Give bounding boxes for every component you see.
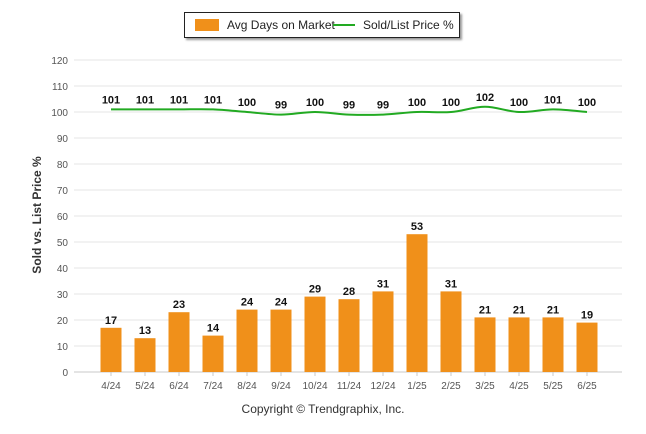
y-tick-label: 70 (57, 186, 69, 197)
y-tick-label: 110 (52, 82, 68, 93)
x-axis: 4/24 5/24 6/24 7/24 8/24 9/24 10/24 11/24 12/24 1… (101, 372, 597, 392)
line-value-label: 101 (170, 94, 188, 106)
y-tick-label: 20 (57, 316, 69, 327)
y-tick-label: 120 (51, 56, 68, 67)
copyright-footer: Copyright © Trendgraphix, Inc. (241, 402, 405, 416)
legend-item-price[interactable]: Sold/List Price % (333, 13, 454, 37)
line-value-label: 101 (204, 94, 222, 106)
line-value-label: 99 (377, 100, 389, 112)
grid-lines (74, 59, 622, 373)
x-tick-label: 6/25 (577, 381, 597, 392)
y-tick-label: 90 (57, 134, 69, 145)
bar-value-label: 24 (241, 297, 254, 309)
y-tick-label: 100 (51, 108, 68, 119)
legend-line-label: Sold/List Price % (363, 18, 454, 32)
y-axis-title: Sold vs. List Price % (30, 156, 44, 274)
line-value-label: 100 (442, 97, 460, 109)
bar (372, 291, 394, 372)
bar-series (100, 234, 598, 372)
y-tick-label: 60 (57, 212, 69, 223)
legend-line-swatch (333, 24, 355, 26)
bar-value-label: 53 (411, 221, 423, 233)
bar-value-label: 23 (173, 299, 185, 311)
bar (440, 291, 462, 372)
line-value-label: 100 (408, 97, 426, 109)
legend: Avg Days on Market Sold/List Price % (184, 12, 460, 38)
bar-value-label: 28 (343, 286, 355, 298)
line-value-label: 101 (544, 94, 562, 106)
bar-value-label: 19 (581, 310, 593, 322)
x-tick-label: 3/25 (475, 381, 495, 392)
bar (134, 338, 156, 372)
line-value-label: 100 (306, 97, 324, 109)
y-tick-label: 0 (62, 368, 68, 379)
y-tick-label: 40 (57, 264, 69, 275)
x-tick-label: 9/24 (271, 381, 291, 392)
x-tick-label: 1/25 (407, 381, 427, 392)
x-tick-label: 4/25 (509, 381, 529, 392)
bar-data-labels: 17 13 23 14 24 24 29 28 31 53 31 21 21 21 19 (105, 221, 593, 337)
bar-value-label: 21 (479, 304, 491, 316)
bar (236, 309, 258, 372)
bar (168, 312, 190, 372)
line-value-label: 101 (102, 94, 120, 106)
line-data-labels: 101 101 101 101 100 99 100 99 99 100 100 102 100 101 1… (102, 92, 596, 112)
line-value-label: 100 (238, 97, 256, 109)
y-tick-label: 30 (57, 290, 69, 301)
bar-value-label: 13 (139, 325, 151, 337)
line-value-label: 100 (510, 97, 528, 109)
x-tick-label: 5/24 (135, 381, 155, 392)
x-tick-label: 2/25 (441, 381, 461, 392)
line-value-label: 99 (343, 100, 355, 112)
bar (406, 234, 428, 372)
y-axis-ticks: 0 10 20 30 40 50 60 70 80 90 100 110 120 (51, 56, 68, 379)
bar (474, 317, 496, 372)
y-tick-label: 80 (57, 160, 69, 171)
line-series (110, 105, 588, 116)
x-tick-label: 8/24 (237, 381, 257, 392)
line-value-label: 102 (476, 92, 494, 104)
line-value-label: 99 (275, 100, 287, 112)
bar (100, 327, 122, 372)
legend-bar-label: Avg Days on Market (227, 18, 335, 32)
bar-value-label: 31 (445, 278, 457, 290)
y-tick-label: 10 (57, 342, 69, 353)
x-tick-label: 12/24 (370, 381, 395, 392)
x-tick-label: 7/24 (203, 381, 223, 392)
bar (202, 335, 224, 372)
legend-item-days[interactable]: Avg Days on Market (195, 13, 335, 37)
bar (338, 299, 360, 372)
bar-value-label: 31 (377, 278, 389, 290)
bar-value-label: 14 (207, 323, 220, 335)
legend-bar-swatch (195, 19, 219, 31)
bar (304, 296, 326, 372)
bar-value-label: 21 (547, 304, 559, 316)
x-tick-label: 5/25 (543, 381, 563, 392)
line-value-label: 100 (578, 97, 596, 109)
bar (576, 322, 598, 372)
line-value-label: 101 (136, 94, 154, 106)
bar-value-label: 17 (105, 315, 117, 327)
bar (508, 317, 530, 372)
bar (270, 309, 292, 372)
y-tick-label: 50 (57, 238, 69, 249)
bar (542, 317, 564, 372)
x-tick-label: 6/24 (169, 381, 189, 392)
x-tick-label: 4/24 (101, 381, 121, 392)
x-tick-label: 10/24 (302, 381, 327, 392)
x-tick-label: 11/24 (337, 381, 362, 392)
bar-value-label: 29 (309, 284, 321, 296)
bar-value-label: 21 (513, 304, 525, 316)
bar-value-label: 24 (275, 297, 288, 309)
